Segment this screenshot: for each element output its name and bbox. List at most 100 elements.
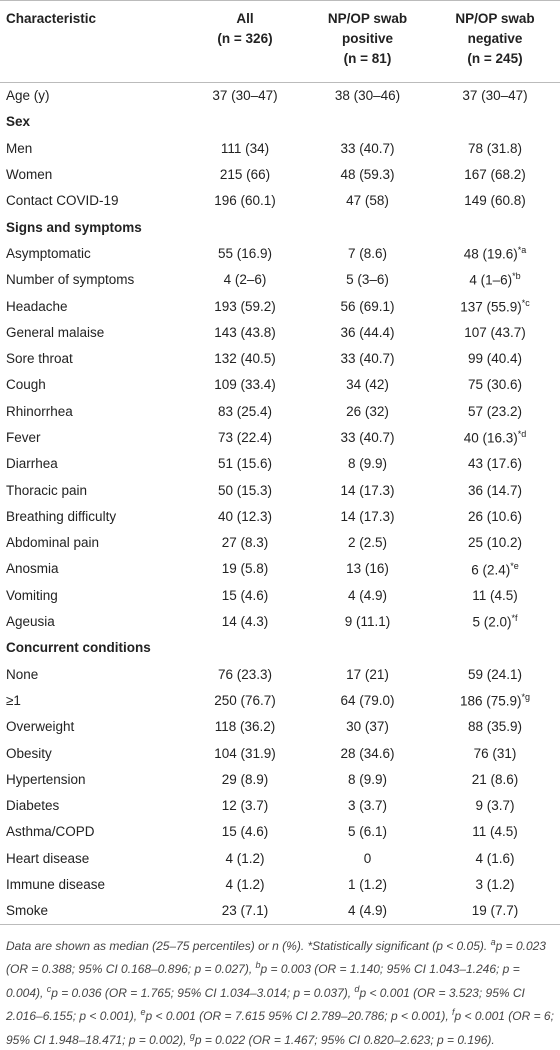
- value-cell: 143 (43.8): [185, 319, 305, 345]
- value-cell: 88 (35.9): [430, 714, 560, 740]
- value-cell: 15 (4.6): [185, 582, 305, 608]
- row-label: Rhinorrhea: [0, 398, 185, 424]
- value-cell: 51 (15.6): [185, 451, 305, 477]
- value-cell: 8 (9.9): [305, 766, 430, 792]
- row-label: Contact COVID-19: [0, 188, 185, 214]
- value-cell: 47 (58): [305, 188, 430, 214]
- header-text: NP/OP swab: [455, 11, 534, 26]
- value-cell: 0: [305, 845, 430, 871]
- footnote-text: p = 0.036 (OR = 1.765; 95% CI 1.034–3.01…: [51, 986, 354, 1000]
- row-label: Hypertension: [0, 766, 185, 792]
- header-text: negative: [468, 31, 523, 46]
- value-cell: 76 (31): [430, 740, 560, 766]
- value-cell: 76 (23.3): [185, 661, 305, 687]
- value-cell: 104 (31.9): [185, 740, 305, 766]
- value-cell: 48 (19.6)*a: [430, 240, 560, 266]
- value-cell: 33 (40.7): [305, 345, 430, 371]
- table-body: Age (y)37 (30–47)38 (30–46)37 (30–47)Sex…: [0, 83, 560, 925]
- row-label: Cough: [0, 372, 185, 398]
- value-cell: 109 (33.4): [185, 372, 305, 398]
- value-cell: 7 (8.6): [305, 240, 430, 266]
- header-text: positive: [342, 31, 393, 46]
- header-row: Characteristic All(n = 326) NP/OP swab posi…: [0, 1, 560, 83]
- footnote: Data are shown as median (25–75 percenti…: [0, 925, 560, 1050]
- value-cell: 17 (21): [305, 661, 430, 687]
- header-cell: Characteristic: [0, 1, 185, 83]
- header-text: Characteristic: [6, 11, 96, 26]
- value-cell: 30 (37): [305, 714, 430, 740]
- value-cell: 167 (68.2): [430, 161, 560, 187]
- row-label: Vomiting: [0, 582, 185, 608]
- table-header: Characteristic All(n = 326) NP/OP swab posi…: [0, 1, 560, 83]
- value-cell: 25 (10.2): [430, 530, 560, 556]
- significance-mark: *e: [510, 561, 519, 571]
- value-cell: 48 (59.3): [305, 161, 430, 187]
- value-cell: 193 (59.2): [185, 293, 305, 319]
- section-row: Concurrent conditions: [0, 635, 560, 661]
- row-label: None: [0, 661, 185, 687]
- row-label: Women: [0, 161, 185, 187]
- row-label: Thoracic pain: [0, 477, 185, 503]
- value-cell: 15 (4.6): [185, 819, 305, 845]
- value-cell: 75 (30.6): [430, 372, 560, 398]
- footnote-text: p = 0.022 (OR = 1.467; 95% CI 0.820–2.62…: [195, 1033, 495, 1047]
- header-cell: All(n = 326): [185, 1, 305, 83]
- value-cell: 111 (34): [185, 135, 305, 161]
- value-cell: 43 (17.6): [430, 451, 560, 477]
- footnote-text: p < 0.001 (OR = 7.615 95% CI 2.789–20.78…: [145, 1009, 452, 1023]
- value-cell: 50 (15.3): [185, 477, 305, 503]
- data-row: Age (y)37 (30–47)38 (30–46)37 (30–47): [0, 83, 560, 109]
- value-cell: 4 (1.6): [430, 845, 560, 871]
- significance-mark: *a: [518, 245, 527, 255]
- header-text: (n = 245): [467, 51, 522, 66]
- value-cell: 132 (40.5): [185, 345, 305, 371]
- value-cell: 11 (4.5): [430, 819, 560, 845]
- value-cell: 4 (1.2): [185, 871, 305, 897]
- value-cell: 83 (25.4): [185, 398, 305, 424]
- header-text: NP/OP swab: [328, 11, 407, 26]
- value-cell: 6 (2.4)*e: [430, 556, 560, 582]
- header-text: All: [236, 11, 253, 26]
- value-cell: 78 (31.8): [430, 135, 560, 161]
- value-cell: 107 (43.7): [430, 319, 560, 345]
- header-cell: NP/OP swab negative (n = 245): [430, 1, 560, 83]
- value-cell: 26 (10.6): [430, 503, 560, 529]
- value-cell: 137 (55.9)*c: [430, 293, 560, 319]
- value-cell: 4 (2–6): [185, 267, 305, 293]
- row-label: Asymptomatic: [0, 240, 185, 266]
- value-cell: 186 (75.9)*g: [430, 687, 560, 713]
- value-cell: 19 (5.8): [185, 556, 305, 582]
- value-cell: 11 (4.5): [430, 582, 560, 608]
- value-cell: 250 (76.7): [185, 687, 305, 713]
- row-label: Anosmia: [0, 556, 185, 582]
- value-cell: 4 (1.2): [185, 845, 305, 871]
- value-cell: 3 (3.7): [305, 793, 430, 819]
- value-cell: 56 (69.1): [305, 293, 430, 319]
- value-cell: 23 (7.1): [185, 898, 305, 924]
- row-label: Men: [0, 135, 185, 161]
- value-cell: 3 (1.2): [430, 871, 560, 897]
- section-label: Signs and symptoms: [0, 214, 560, 240]
- value-cell: 5 (3–6): [305, 267, 430, 293]
- row-label: Diarrhea: [0, 451, 185, 477]
- section-row: Sex: [0, 109, 560, 135]
- value-cell: 14 (4.3): [185, 608, 305, 634]
- value-cell: 55 (16.9): [185, 240, 305, 266]
- value-cell: 21 (8.6): [430, 766, 560, 792]
- value-cell: 26 (32): [305, 398, 430, 424]
- row-label: Overweight: [0, 714, 185, 740]
- value-cell: 59 (24.1): [430, 661, 560, 687]
